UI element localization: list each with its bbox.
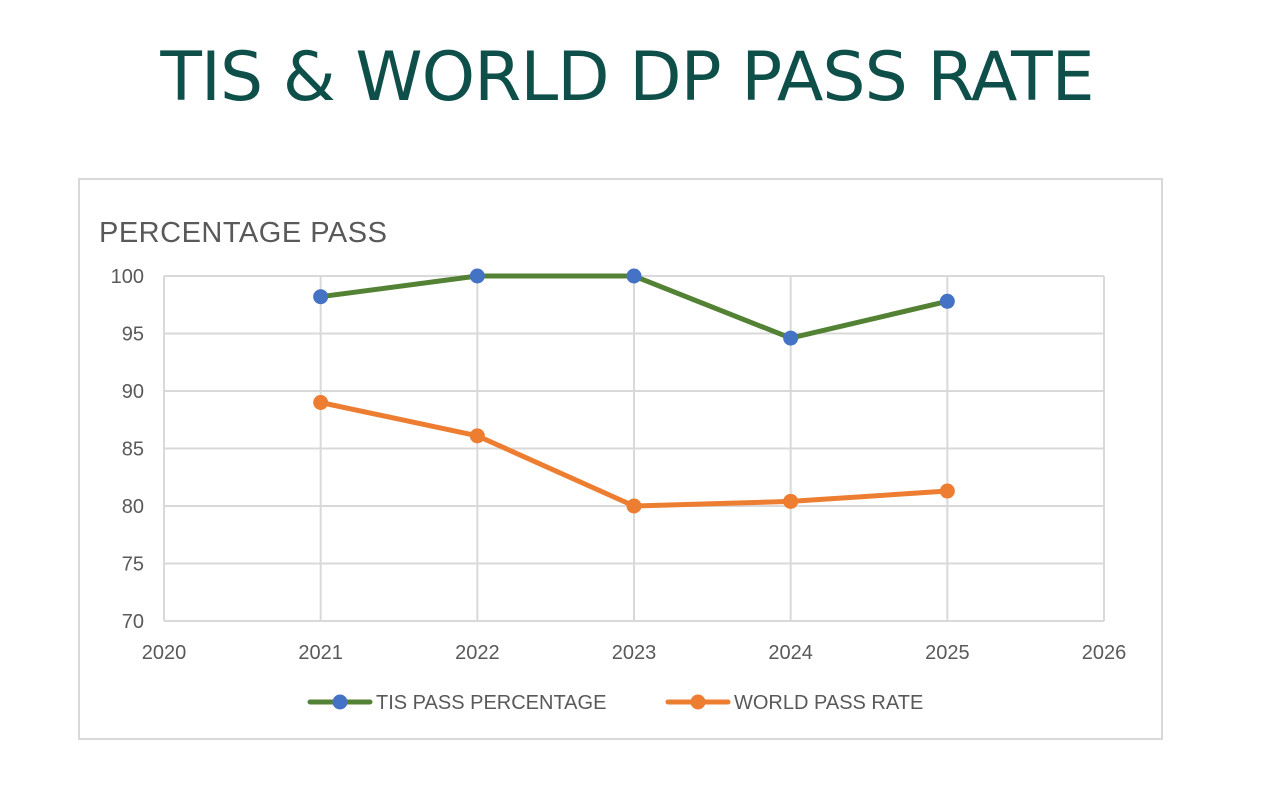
axis-tick-labels: 70 75 80 85 90 95 100 2020 2021 2022 2023 2024 2025 2… xyxy=(111,266,1127,664)
y-tick-label: 80 xyxy=(122,496,144,518)
y-tick-label: 85 xyxy=(122,439,144,461)
chart-area: PERCENTAGE PASS 70 75 80 85 90 95 100 2020 2021 2… xyxy=(78,178,1163,740)
data-point xyxy=(626,498,642,514)
data-point xyxy=(783,330,799,346)
data-point xyxy=(626,268,642,284)
x-tick-label: 2020 xyxy=(142,642,187,664)
x-tick-label: 2021 xyxy=(298,642,343,664)
x-tick-label: 2026 xyxy=(1082,642,1127,664)
page-title: TIS & WORLD DP PASS RATE xyxy=(160,38,1094,117)
data-point xyxy=(313,289,329,305)
data-point xyxy=(313,395,329,410)
x-tick-label: 2023 xyxy=(612,642,657,664)
data-point xyxy=(469,428,485,444)
y-tick-label: 95 xyxy=(122,324,144,346)
x-tick-label: 2024 xyxy=(768,642,813,664)
gridlines xyxy=(163,275,1105,622)
chart-title: PERCENTAGE PASS xyxy=(99,217,387,249)
legend-marker-0 xyxy=(332,694,348,710)
legend-label-0: TIS PASS PERCENTAGE xyxy=(376,692,606,714)
data-point xyxy=(469,268,485,284)
legend: TIS PASS PERCENTAGE WORLD PASS RATE xyxy=(307,692,923,714)
series-lines xyxy=(313,268,955,514)
data-point xyxy=(783,493,799,509)
line-chart: PERCENTAGE PASS 70 75 80 85 90 95 100 2020 2021 2… xyxy=(99,217,1127,714)
legend-label-1: WORLD PASS RATE xyxy=(734,692,923,714)
y-tick-label: 90 xyxy=(122,381,144,403)
y-tick-label: 70 xyxy=(122,611,144,633)
x-tick-label: 2025 xyxy=(925,642,970,664)
data-point xyxy=(939,483,955,499)
y-tick-label: 75 xyxy=(122,554,144,576)
y-tick-label: 100 xyxy=(111,266,144,288)
legend-marker-1 xyxy=(690,694,706,710)
data-point xyxy=(939,293,955,309)
x-tick-label: 2022 xyxy=(455,642,500,664)
